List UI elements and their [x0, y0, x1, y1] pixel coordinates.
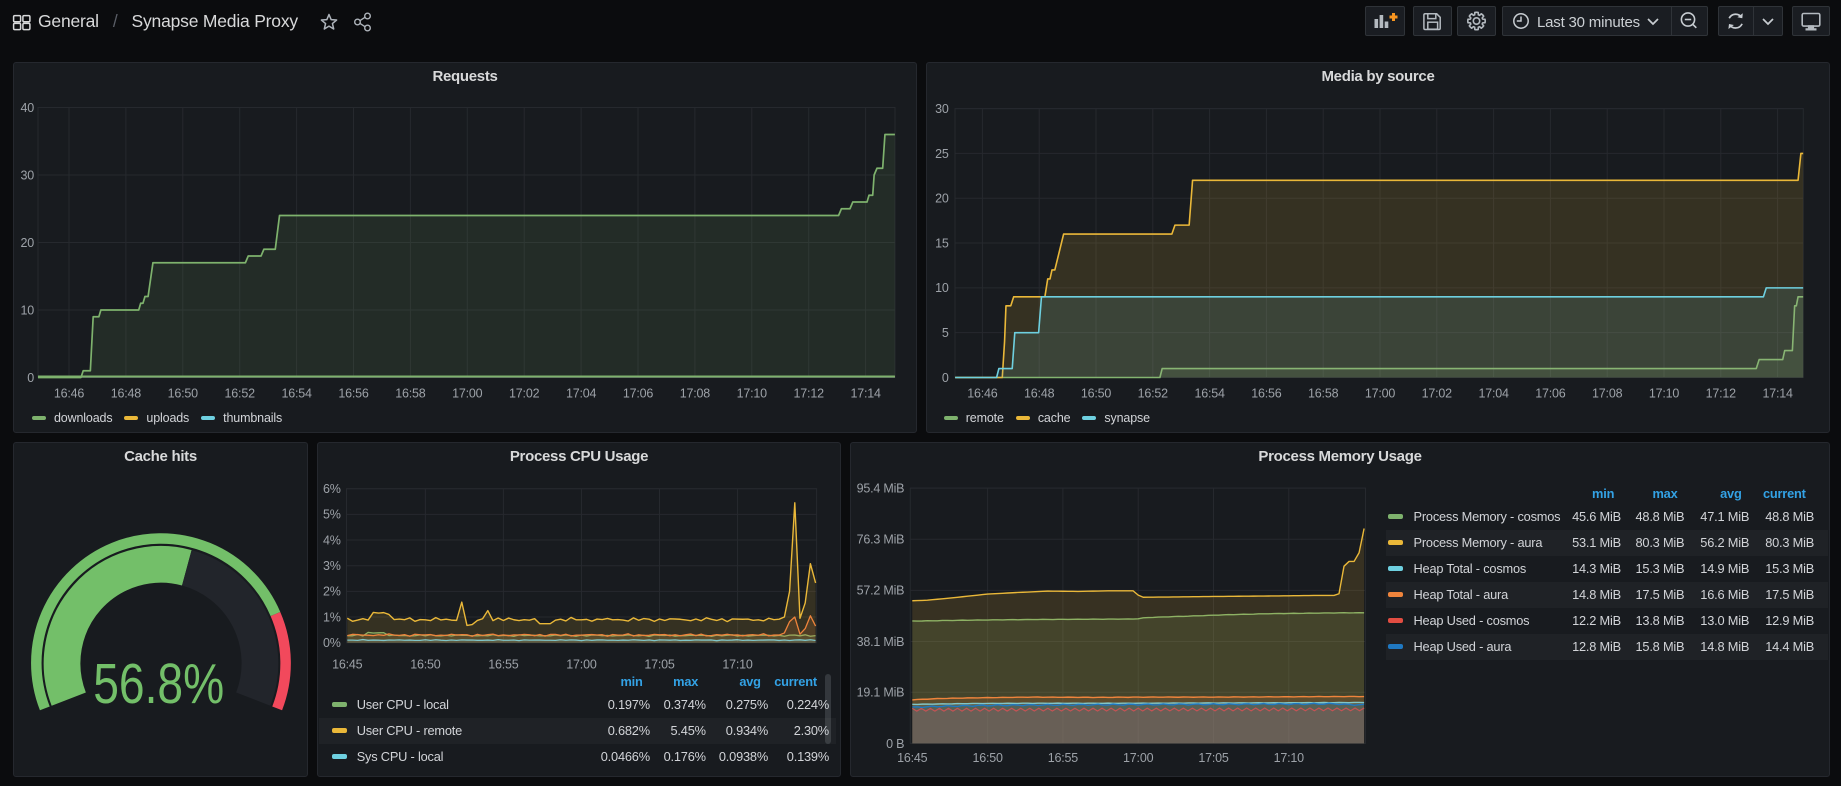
svg-text:19.1 MiB: 19.1 MiB [857, 686, 905, 700]
svg-text:16:56: 16:56 [338, 386, 369, 400]
svg-text:16:46: 16:46 [967, 386, 998, 400]
svg-text:20: 20 [20, 236, 34, 250]
svg-text:17:00: 17:00 [452, 386, 483, 400]
svg-text:20: 20 [935, 192, 949, 206]
svg-text:17:08: 17:08 [680, 386, 711, 400]
svg-text:15: 15 [935, 236, 949, 250]
svg-text:17:06: 17:06 [623, 386, 654, 400]
svg-text:57.2 MiB: 57.2 MiB [857, 584, 905, 598]
svg-text:16:45: 16:45 [897, 751, 928, 765]
svg-text:16:58: 16:58 [1308, 386, 1339, 400]
svg-text:16:52: 16:52 [225, 386, 256, 400]
svg-text:17:10: 17:10 [722, 658, 753, 672]
svg-text:16:52: 16:52 [1138, 386, 1169, 400]
svg-text:2%: 2% [323, 585, 341, 599]
svg-text:17:10: 17:10 [737, 386, 768, 400]
svg-text:6%: 6% [323, 482, 341, 496]
svg-text:16:54: 16:54 [1194, 386, 1225, 400]
svg-text:0%: 0% [323, 636, 341, 650]
svg-text:17:10: 17:10 [1649, 386, 1680, 400]
svg-text:4%: 4% [323, 533, 341, 547]
svg-text:16:50: 16:50 [1081, 386, 1112, 400]
svg-text:16:55: 16:55 [1048, 751, 1079, 765]
svg-text:16:50: 16:50 [410, 658, 441, 672]
svg-text:17:04: 17:04 [1478, 386, 1509, 400]
svg-text:17:02: 17:02 [509, 386, 540, 400]
svg-text:25: 25 [935, 147, 949, 161]
svg-text:17:04: 17:04 [566, 386, 597, 400]
svg-text:1%: 1% [323, 610, 341, 624]
svg-text:30: 30 [20, 168, 34, 182]
svg-text:10: 10 [20, 303, 34, 317]
svg-text:17:06: 17:06 [1535, 386, 1566, 400]
svg-text:95.4 MiB: 95.4 MiB [857, 481, 905, 495]
svg-text:16:58: 16:58 [395, 386, 426, 400]
svg-text:16:50: 16:50 [168, 386, 199, 400]
svg-text:56.8%: 56.8% [93, 652, 224, 716]
svg-text:17:02: 17:02 [1422, 386, 1453, 400]
svg-text:17:00: 17:00 [1365, 386, 1396, 400]
svg-text:17:14: 17:14 [850, 386, 881, 400]
svg-text:16:54: 16:54 [281, 386, 312, 400]
svg-text:17:05: 17:05 [1198, 751, 1229, 765]
svg-text:16:45: 16:45 [332, 658, 363, 672]
svg-text:16:48: 16:48 [1024, 386, 1055, 400]
svg-text:3%: 3% [323, 559, 341, 573]
svg-text:16:56: 16:56 [1251, 386, 1282, 400]
svg-text:16:46: 16:46 [54, 386, 85, 400]
svg-text:0: 0 [942, 371, 949, 385]
svg-text:16:55: 16:55 [488, 658, 519, 672]
svg-text:0 B: 0 B [886, 737, 904, 751]
svg-text:10: 10 [935, 281, 949, 295]
svg-text:17:00: 17:00 [566, 658, 597, 672]
svg-text:5%: 5% [323, 508, 341, 522]
svg-text:17:14: 17:14 [1762, 386, 1793, 400]
svg-text:16:48: 16:48 [111, 386, 142, 400]
svg-text:16:50: 16:50 [972, 751, 1003, 765]
svg-text:5: 5 [942, 326, 949, 340]
svg-text:17:05: 17:05 [644, 658, 675, 672]
svg-text:17:10: 17:10 [1274, 751, 1305, 765]
svg-text:17:12: 17:12 [1706, 386, 1737, 400]
svg-text:38.1 MiB: 38.1 MiB [857, 635, 905, 649]
svg-text:40: 40 [20, 101, 34, 115]
svg-text:17:00: 17:00 [1123, 751, 1154, 765]
svg-text:30: 30 [935, 102, 949, 116]
svg-text:17:08: 17:08 [1592, 386, 1623, 400]
svg-text:0: 0 [27, 371, 34, 385]
svg-text:76.3 MiB: 76.3 MiB [857, 533, 905, 547]
svg-text:17:12: 17:12 [794, 386, 825, 400]
